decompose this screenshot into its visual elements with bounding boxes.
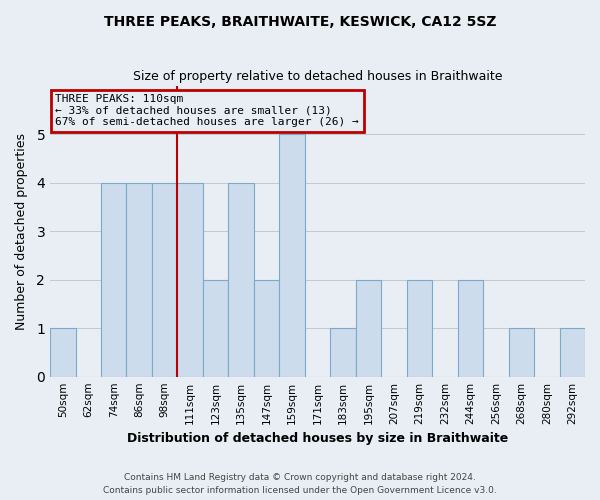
Bar xyxy=(229,182,254,376)
Bar xyxy=(254,280,280,376)
X-axis label: Distribution of detached houses by size in Braithwaite: Distribution of detached houses by size … xyxy=(127,432,508,445)
Text: THREE PEAKS, BRAITHWAITE, KESWICK, CA12 5SZ: THREE PEAKS, BRAITHWAITE, KESWICK, CA12 … xyxy=(104,15,496,29)
Bar xyxy=(50,328,76,376)
Bar xyxy=(127,182,152,376)
Bar xyxy=(203,280,229,376)
Bar xyxy=(330,328,356,376)
Bar xyxy=(356,280,381,376)
Bar xyxy=(152,182,178,376)
Bar xyxy=(509,328,534,376)
Bar xyxy=(101,182,127,376)
Text: Contains HM Land Registry data © Crown copyright and database right 2024.
Contai: Contains HM Land Registry data © Crown c… xyxy=(103,474,497,495)
Bar xyxy=(280,134,305,376)
Y-axis label: Number of detached properties: Number of detached properties xyxy=(15,132,28,330)
Bar xyxy=(560,328,585,376)
Text: THREE PEAKS: 110sqm
← 33% of detached houses are smaller (13)
67% of semi-detach: THREE PEAKS: 110sqm ← 33% of detached ho… xyxy=(55,94,359,128)
Bar xyxy=(178,182,203,376)
Bar xyxy=(458,280,483,376)
Bar xyxy=(407,280,432,376)
Title: Size of property relative to detached houses in Braithwaite: Size of property relative to detached ho… xyxy=(133,70,502,83)
